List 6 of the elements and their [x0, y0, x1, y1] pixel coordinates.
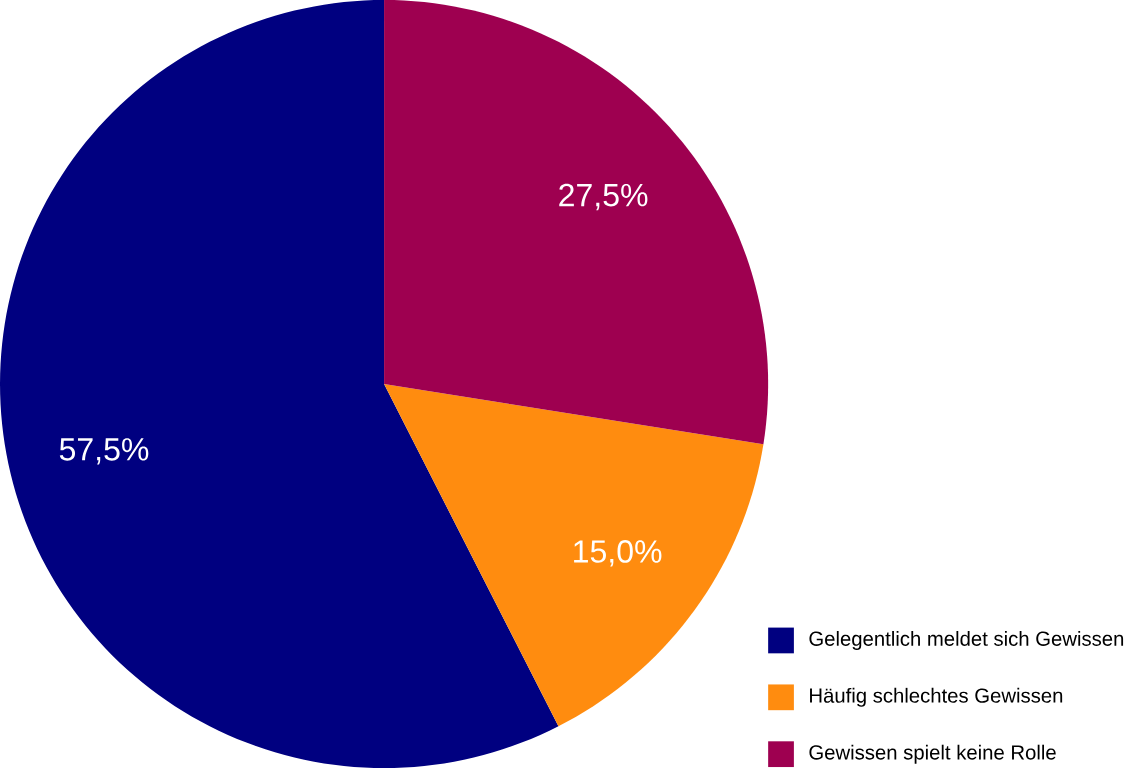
data-label: 57,5% — [59, 438, 149, 465]
legend-label: Gelegentlich meldet sich Gewissen — [809, 630, 1124, 650]
legend-label: Gewissen spielt keine Rolle — [809, 744, 1056, 764]
data-label: 15,0% — [574, 540, 662, 567]
legend-label: Häufig schlechtes Gewissen — [810, 687, 1063, 707]
data-label: 27,5% — [559, 183, 648, 211]
